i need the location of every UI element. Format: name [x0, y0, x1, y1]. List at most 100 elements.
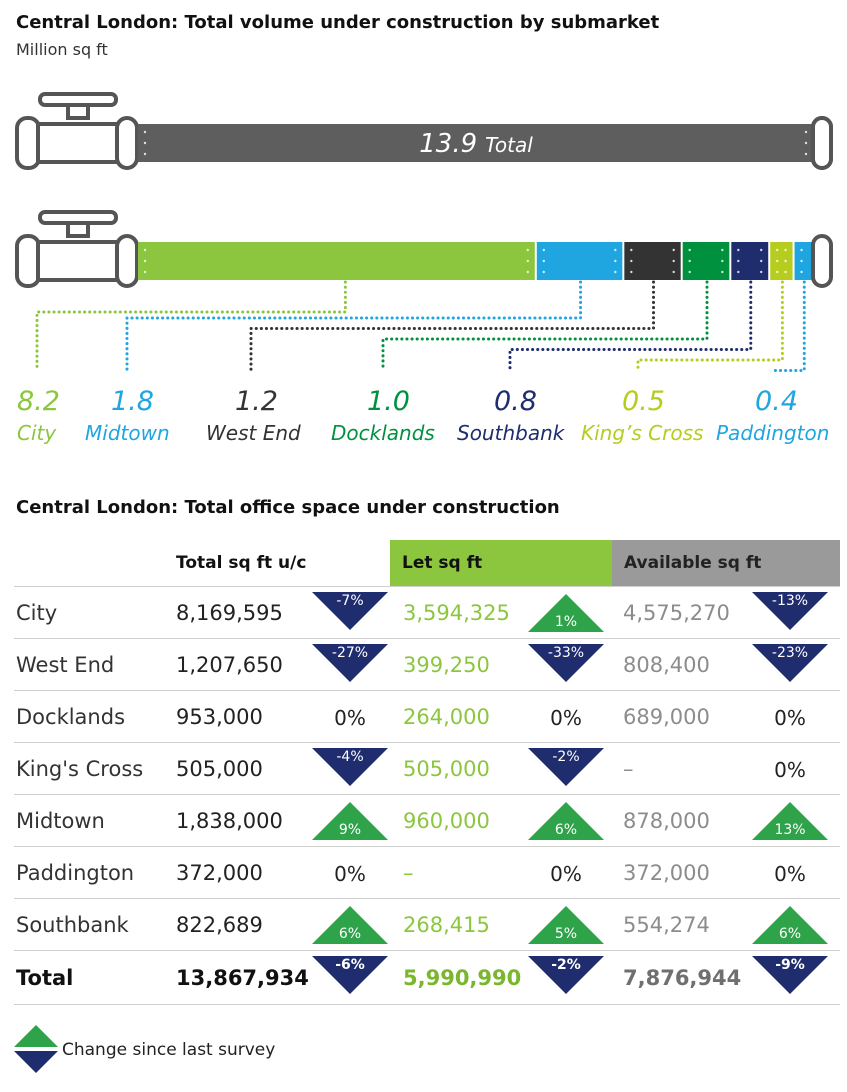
total-sqft: 13,867,934	[176, 965, 309, 990]
available-change: -23%	[750, 639, 830, 690]
total-change-label: -27%	[331, 645, 369, 661]
available-change-label: 0%	[774, 758, 806, 782]
triangle-up-icon	[528, 802, 604, 840]
total-change: 0%	[310, 691, 390, 742]
total-change-label: -6%	[335, 957, 365, 973]
let-sqft: 960,000	[403, 808, 490, 833]
available-change: -13%	[750, 587, 830, 638]
let-change: 6%	[526, 795, 606, 846]
triangle-down-icon	[312, 644, 388, 682]
triangle-down-icon	[752, 644, 828, 682]
legend-label: Change since last survey	[62, 1040, 276, 1060]
name-label-southbank: Southbank	[457, 421, 566, 445]
header-total: Total sq ft u/c	[176, 553, 307, 573]
segment-west_end	[624, 242, 681, 280]
leader-line-west_end	[249, 280, 656, 372]
triangle-up-icon	[752, 906, 828, 944]
available-sqft: 372,000	[623, 860, 710, 885]
triangle-down-icon	[312, 956, 388, 994]
valve-icon	[15, 92, 139, 170]
available-change-label: -23%	[771, 645, 809, 661]
total-change-label: 9%	[338, 822, 362, 838]
total-change-label: 0%	[334, 706, 366, 730]
leader-line-kings_cross	[636, 280, 784, 372]
table-header-row: Total sq ft u/c Let sq ft Available sq f…	[14, 540, 840, 587]
value-label-kings_cross: 0.5	[622, 386, 665, 417]
valve-icon	[15, 210, 139, 288]
value-label-city: 8.2	[17, 386, 60, 417]
leader-line-southbank	[508, 280, 753, 372]
pipe-end-cap	[811, 116, 833, 170]
available-sqft: 689,000	[623, 704, 710, 729]
let-change: -2%	[526, 743, 606, 794]
available-change: 13%	[750, 795, 830, 846]
value-label-midtown: 1.8	[111, 386, 154, 417]
available-change: 6%	[750, 899, 830, 950]
total-change-label: 0%	[334, 862, 366, 886]
total-sqft: 372,000	[176, 860, 263, 885]
table-row: Paddington 372,000 0% – 0% 372,000 0%	[14, 847, 840, 899]
leader-line-midtown	[125, 280, 583, 372]
name-label-paddington: Paddington	[716, 421, 829, 445]
triangle-down-icon	[528, 644, 604, 682]
total-change: -7%	[310, 587, 390, 638]
triangle-down-icon	[752, 592, 828, 630]
triangle-down-icon	[752, 956, 828, 994]
segment-southbank	[731, 242, 769, 280]
let-sqft: 3,594,325	[403, 600, 510, 625]
table-row: West End 1,207,650 -27% 399,250 -33% 808,400 -…	[14, 639, 840, 691]
table-body: City 8,169,595 -7% 3,594,325 1% 4,575,270 -13%…	[14, 587, 840, 1005]
available-change: 0%	[750, 743, 830, 794]
total-change-label: 6%	[338, 926, 362, 942]
leader-line-city	[35, 280, 347, 372]
total-change: 9%	[310, 795, 390, 846]
pipe-end-cap	[811, 234, 833, 288]
table-row: Docklands 953,000 0% 264,000 0% 689,000 0%	[14, 691, 840, 743]
let-change: 1%	[526, 587, 606, 638]
row-name: Midtown	[16, 808, 105, 833]
let-change-label: 0%	[550, 706, 582, 730]
row-name: Paddington	[16, 860, 135, 885]
value-label-docklands: 1.0	[367, 386, 410, 417]
let-change: 0%	[526, 691, 606, 742]
available-sqft: 808,400	[623, 652, 710, 677]
value-label-southbank: 0.8	[494, 386, 537, 417]
let-sqft: 5,990,990	[403, 965, 522, 990]
available-change-label: 0%	[774, 706, 806, 730]
let-sqft: –	[403, 860, 414, 885]
leader-line-docklands	[381, 280, 709, 372]
total-value: 13.9	[419, 129, 477, 159]
name-label-west_end: West End	[206, 421, 301, 445]
let-change-label: 0%	[550, 862, 582, 886]
total-change: 6%	[310, 899, 390, 950]
triangle-up-icon	[752, 802, 828, 840]
chart-subtitle: Million sq ft	[16, 40, 108, 59]
office-space-table: Total sq ft u/c Let sq ft Available sq f…	[14, 540, 840, 1005]
row-name: King's Cross	[16, 756, 144, 781]
available-change: 0%	[750, 847, 830, 898]
triangle-up-icon	[528, 594, 604, 632]
table-title: Central London: Total office space under…	[16, 497, 560, 518]
let-change-label: -33%	[547, 645, 585, 661]
let-sqft: 505,000	[403, 756, 490, 781]
total-sqft: 8,169,595	[176, 600, 283, 625]
table-row: King's Cross 505,000 -4% 505,000 -2% – 0%	[14, 743, 840, 795]
total-change: 0%	[310, 847, 390, 898]
header-let: Let sq ft	[390, 540, 612, 586]
total-change-label: -4%	[336, 749, 364, 765]
segment-kings_cross	[770, 242, 793, 280]
chart-title: Central London: Total volume under const…	[16, 12, 660, 33]
available-change: -9%	[750, 951, 830, 1004]
total-bar-label: 13.9 Total	[419, 129, 533, 159]
change-legend: Change since last survey	[14, 1025, 275, 1081]
segment-midtown	[536, 242, 623, 280]
available-sqft: 4,575,270	[623, 600, 730, 625]
table-row: Southbank 822,689 6% 268,415 5% 554,274 6%	[14, 899, 840, 951]
total-sqft: 1,207,650	[176, 652, 283, 677]
available-sqft: 554,274	[623, 912, 710, 937]
triangle-up-icon	[312, 906, 388, 944]
total-sqft: 953,000	[176, 704, 263, 729]
table-row: Midtown 1,838,000 9% 960,000 6% 878,000 13%	[14, 795, 840, 847]
let-sqft: 264,000	[403, 704, 490, 729]
pipe-chart: 13.9 Total 8.2 City 1.8 Midtown 1.2 West End 1.0…	[15, 92, 833, 445]
